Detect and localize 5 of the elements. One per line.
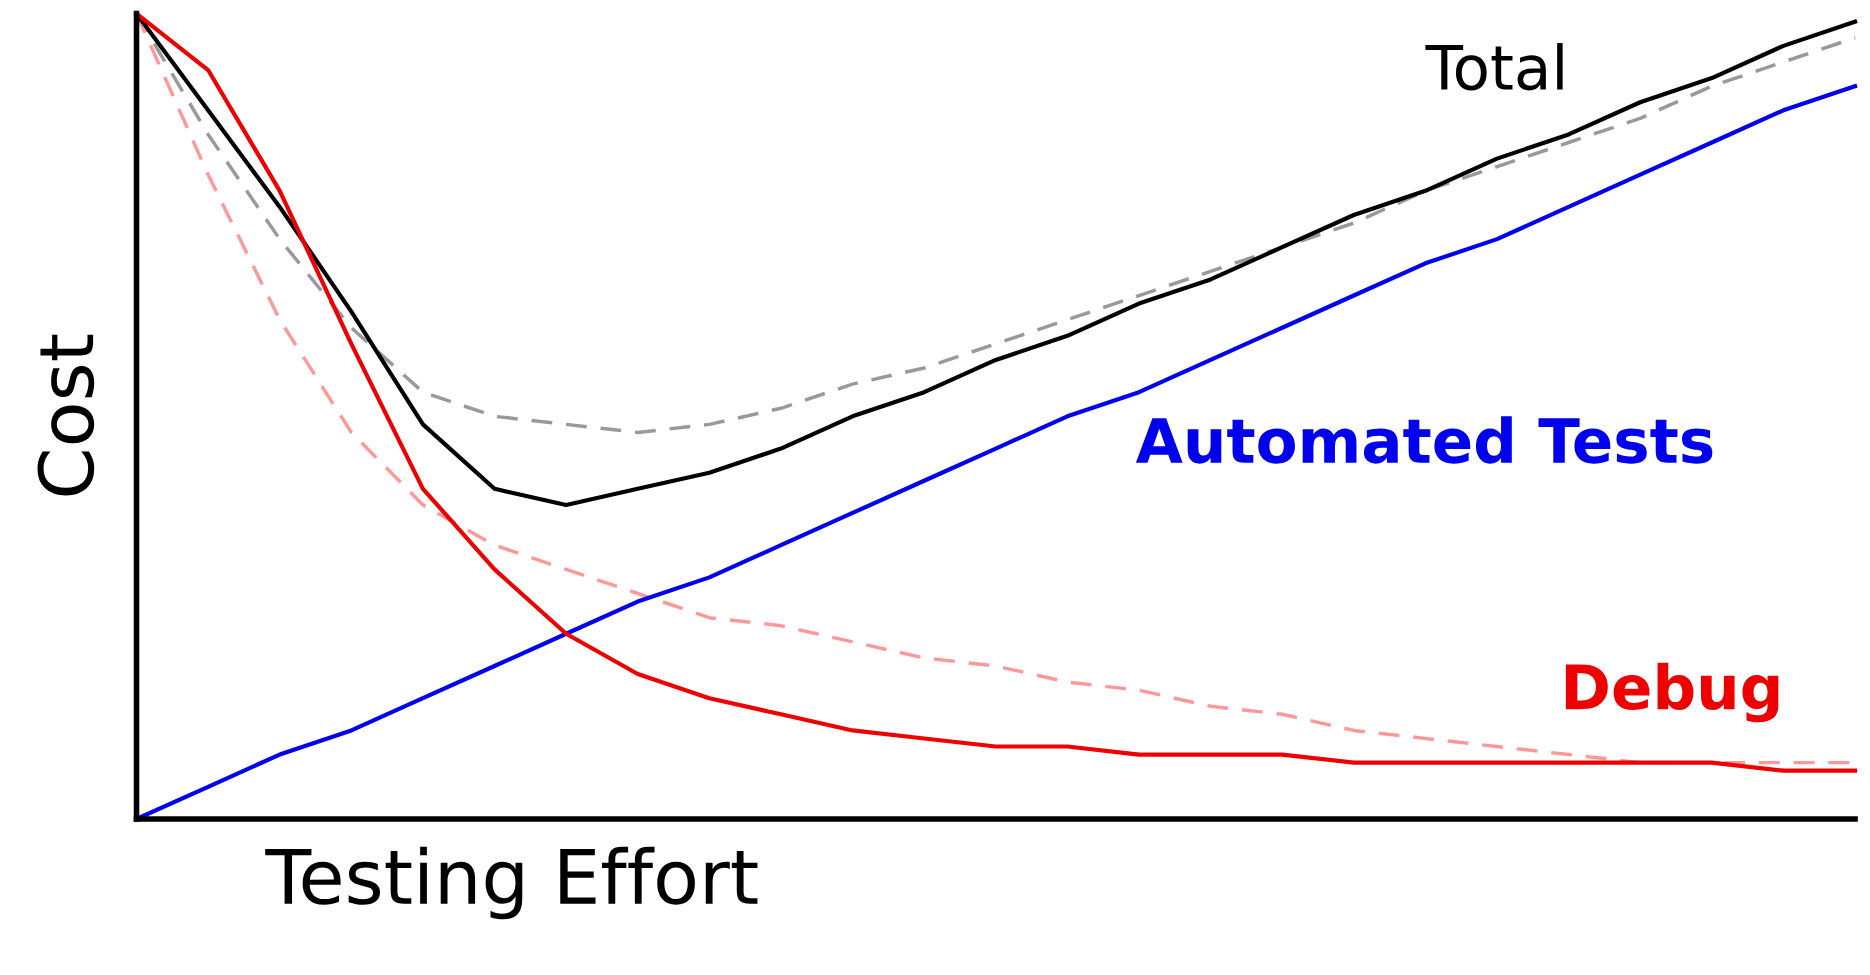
- series-label: Debug: [1565, 662, 1779, 723]
- x-axis-title: Testing Effort: [265, 846, 758, 920]
- y-axis-title: Cost: [37, 334, 95, 496]
- series-label: Automated Tests: [1135, 416, 1713, 464]
- series-label: Total: [1425, 43, 1563, 91]
